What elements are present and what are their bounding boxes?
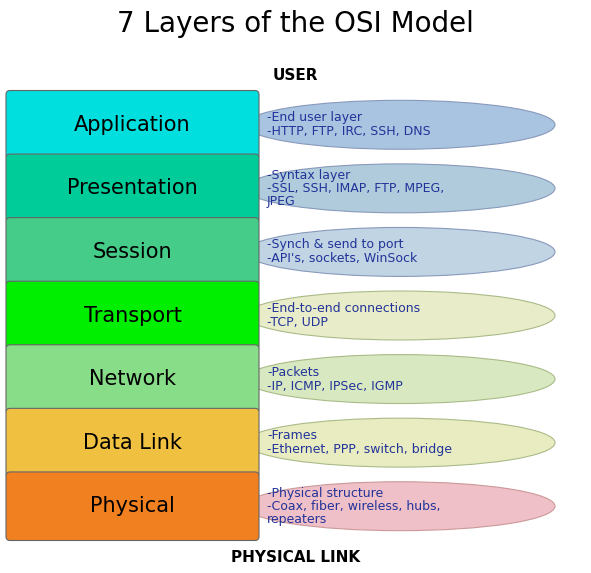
Text: Application: Application: [74, 115, 191, 135]
Text: -End user layer: -End user layer: [267, 111, 362, 124]
Text: -API's, sockets, WinSock: -API's, sockets, WinSock: [267, 253, 417, 265]
FancyBboxPatch shape: [6, 218, 259, 286]
Ellipse shape: [245, 100, 555, 149]
Text: Presentation: Presentation: [67, 178, 198, 198]
Text: Transport: Transport: [83, 305, 181, 325]
Text: JPEG: JPEG: [267, 195, 296, 208]
Text: -SSL, SSH, IMAP, FTP, MPEG,: -SSL, SSH, IMAP, FTP, MPEG,: [267, 182, 444, 195]
FancyBboxPatch shape: [6, 345, 259, 413]
Text: -End-to-end connections: -End-to-end connections: [267, 302, 420, 315]
Text: -TCP, UDP: -TCP, UDP: [267, 316, 328, 329]
Ellipse shape: [245, 482, 555, 531]
FancyBboxPatch shape: [6, 281, 259, 350]
Text: Data Link: Data Link: [83, 433, 182, 453]
Text: -Synch & send to port: -Synch & send to port: [267, 238, 404, 252]
FancyBboxPatch shape: [6, 472, 259, 540]
Text: -Ethernet, PPP, switch, bridge: -Ethernet, PPP, switch, bridge: [267, 443, 452, 456]
Text: -IP, ICMP, IPSec, IGMP: -IP, ICMP, IPSec, IGMP: [267, 379, 402, 393]
Text: Session: Session: [93, 242, 173, 262]
Text: -Frames: -Frames: [267, 429, 317, 442]
Ellipse shape: [245, 291, 555, 340]
FancyBboxPatch shape: [6, 409, 259, 477]
Text: -Packets: -Packets: [267, 366, 319, 379]
Text: repeaters: repeaters: [267, 513, 327, 525]
Text: -Physical structure: -Physical structure: [267, 486, 383, 500]
Ellipse shape: [245, 227, 555, 276]
Text: Network: Network: [89, 369, 176, 389]
Text: -HTTP, FTP, IRC, SSH, DNS: -HTTP, FTP, IRC, SSH, DNS: [267, 125, 431, 138]
Text: -Coax, fiber, wireless, hubs,: -Coax, fiber, wireless, hubs,: [267, 500, 440, 513]
Text: 7 Layers of the OSI Model: 7 Layers of the OSI Model: [117, 10, 474, 38]
Ellipse shape: [245, 418, 555, 467]
FancyBboxPatch shape: [6, 91, 259, 159]
Ellipse shape: [245, 164, 555, 213]
Text: -Syntax layer: -Syntax layer: [267, 169, 350, 182]
FancyBboxPatch shape: [6, 154, 259, 223]
Text: USER: USER: [273, 68, 318, 83]
Ellipse shape: [245, 355, 555, 403]
Text: Physical: Physical: [90, 496, 175, 516]
Text: PHYSICAL LINK: PHYSICAL LINK: [231, 550, 360, 565]
